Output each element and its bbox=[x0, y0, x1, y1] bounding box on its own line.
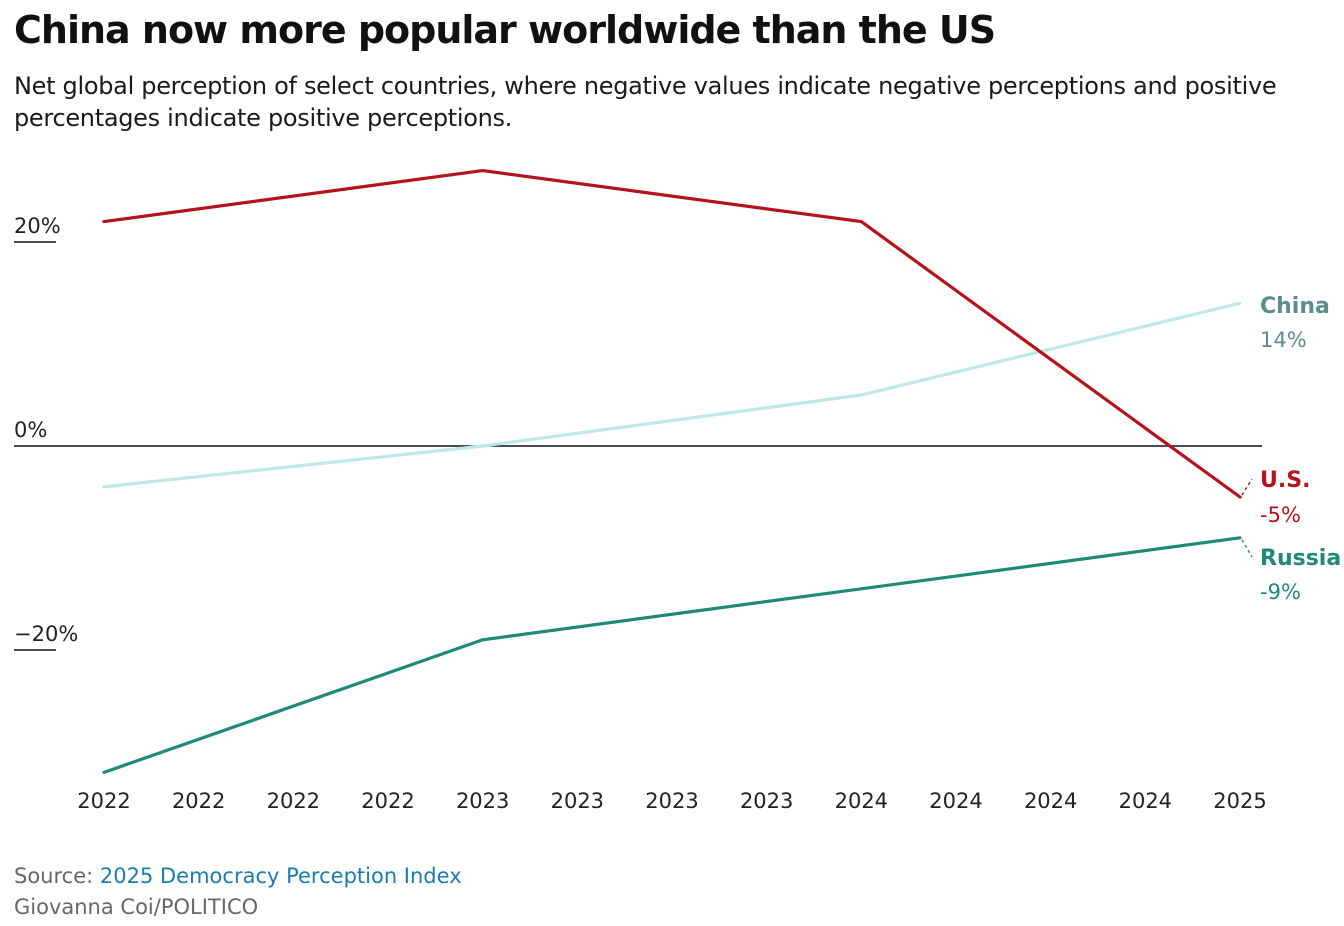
us-label-connector bbox=[1241, 478, 1253, 496]
chart-subtitle: Net global perception of select countrie… bbox=[14, 72, 1277, 132]
x-tick-label: 2023 bbox=[645, 789, 698, 813]
russia-series-name: Russia bbox=[1260, 546, 1341, 571]
x-tick-label: 2024 bbox=[1024, 789, 1077, 813]
source-line: Source: 2025 Democracy Perception Index bbox=[14, 864, 462, 888]
us-value-label: -5% bbox=[1260, 503, 1301, 527]
x-axis: 2022 2022 2022 2022 2023 2023 2023 2023 2024 2024… bbox=[77, 789, 1266, 813]
russia-series-line bbox=[102, 536, 1242, 775]
series-lines bbox=[102, 169, 1242, 775]
credit-line: Giovanna Coi/POLITICO bbox=[14, 895, 259, 919]
chart-title: China now more popular worldwide than th… bbox=[14, 8, 996, 52]
x-tick-label: 2024 bbox=[929, 789, 982, 813]
russia-value-label: -9% bbox=[1260, 580, 1301, 604]
x-tick-label: 2022 bbox=[172, 789, 225, 813]
russia-label-connector bbox=[1241, 539, 1253, 558]
x-tick-label: 2023 bbox=[456, 789, 509, 813]
x-tick-label: 2024 bbox=[835, 789, 888, 813]
us-series-name: U.S. bbox=[1260, 468, 1310, 493]
us-series-line bbox=[102, 169, 1242, 499]
x-tick-label: 2024 bbox=[1119, 789, 1172, 813]
x-tick-label: 2023 bbox=[551, 789, 604, 813]
x-tick-label: 2023 bbox=[740, 789, 793, 813]
y-tick-label: 0% bbox=[14, 418, 47, 442]
series-labels: U.S. -5% China 14% Russia -9% bbox=[1241, 294, 1341, 604]
y-axis: 20% 0% −20% bbox=[14, 214, 1262, 651]
china-series-name: China bbox=[1260, 294, 1330, 319]
source-prefix: Source: bbox=[14, 864, 100, 888]
x-tick-label: 2022 bbox=[77, 789, 130, 813]
x-tick-label: 2022 bbox=[267, 789, 320, 813]
y-tick-label: −20% bbox=[14, 622, 78, 646]
y-tick-label: 20% bbox=[14, 214, 61, 238]
china-value-label: 14% bbox=[1260, 328, 1307, 352]
china-series-line bbox=[102, 301, 1242, 489]
x-tick-label: 2022 bbox=[361, 789, 414, 813]
x-tick-label: 2025 bbox=[1213, 789, 1266, 813]
source-link[interactable]: 2025 Democracy Perception Index bbox=[99, 864, 462, 888]
